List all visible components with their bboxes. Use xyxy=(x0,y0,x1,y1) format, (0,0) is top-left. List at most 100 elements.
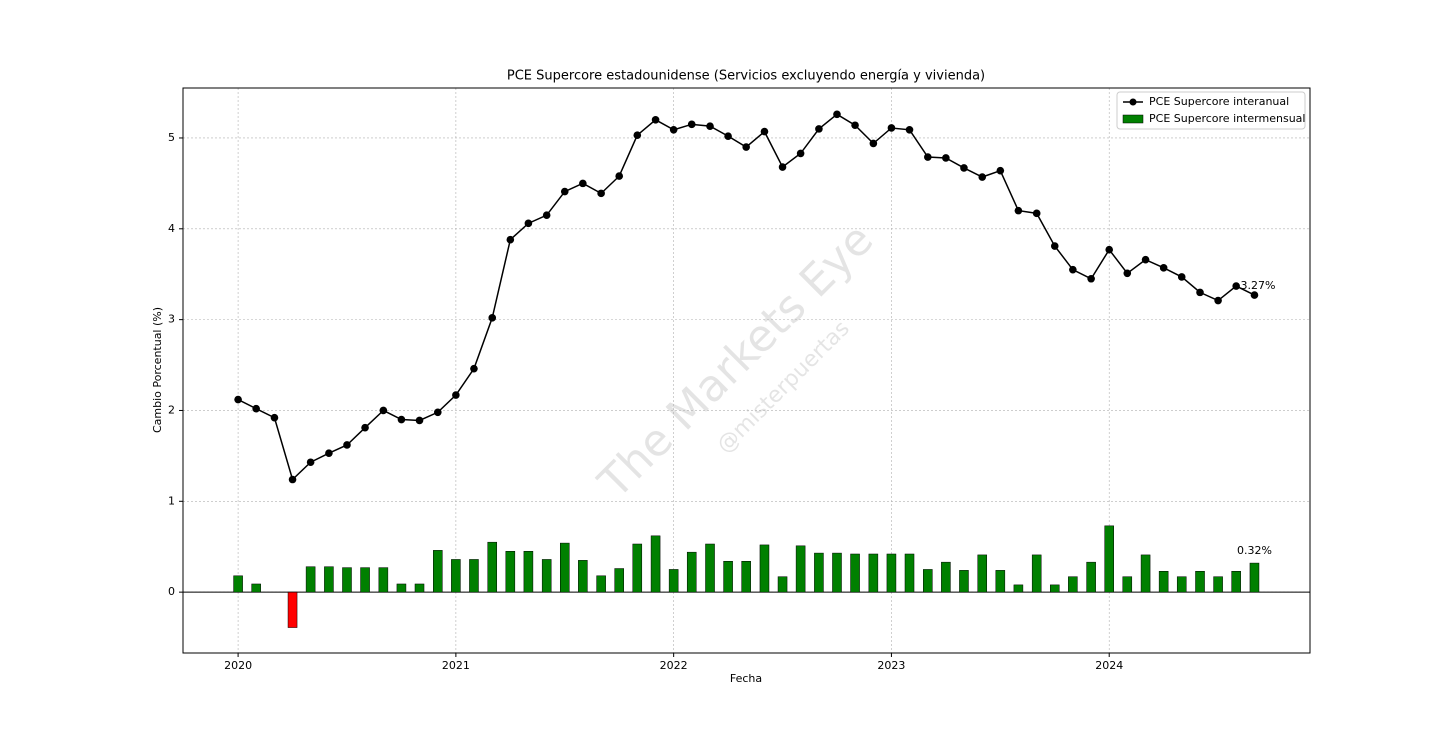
bar xyxy=(1031,554,1042,593)
point xyxy=(325,449,333,457)
point xyxy=(488,314,497,322)
point xyxy=(1141,255,1150,264)
data-label: 3.27% xyxy=(1240,279,1275,292)
point xyxy=(1177,273,1186,281)
bar xyxy=(614,568,624,593)
point xyxy=(724,132,732,140)
point xyxy=(869,139,878,148)
point xyxy=(1014,206,1023,215)
point xyxy=(452,391,460,399)
bar xyxy=(705,543,715,593)
bar xyxy=(686,551,697,593)
point xyxy=(687,120,696,129)
point xyxy=(288,475,297,484)
bar xyxy=(759,544,770,593)
point xyxy=(434,408,442,417)
y-tick-label: 1 xyxy=(168,494,175,507)
bar xyxy=(342,567,352,593)
bar xyxy=(1231,570,1241,593)
point xyxy=(597,189,605,198)
point xyxy=(960,164,968,172)
point xyxy=(651,115,660,124)
point xyxy=(560,187,569,196)
bar xyxy=(541,559,552,593)
bar xyxy=(1176,576,1187,593)
point xyxy=(415,416,424,425)
bar xyxy=(741,561,751,593)
bar xyxy=(923,569,933,593)
point xyxy=(1159,264,1168,272)
bar xyxy=(777,576,788,593)
bar xyxy=(795,545,806,593)
point xyxy=(1087,274,1095,283)
point xyxy=(742,143,750,151)
watermark-text: The Markets Eye xyxy=(588,214,883,509)
bar xyxy=(305,566,316,593)
bar xyxy=(396,583,407,593)
bar xyxy=(1013,584,1024,593)
bar xyxy=(941,561,951,593)
x-tick-label: 2021 xyxy=(442,659,470,672)
bar xyxy=(723,561,733,593)
bar xyxy=(650,535,661,593)
watermark: The Markets Eye@misterpuertas xyxy=(588,214,883,509)
point xyxy=(1050,242,1059,250)
point xyxy=(887,124,896,132)
point xyxy=(796,149,805,158)
point xyxy=(996,166,1005,175)
y-tick-label: 5 xyxy=(168,131,175,144)
bar xyxy=(1104,525,1114,593)
bar xyxy=(1249,562,1260,593)
bar xyxy=(668,569,679,593)
bar xyxy=(414,583,425,593)
x-tick-label: 2023 xyxy=(877,659,905,672)
point xyxy=(669,125,678,134)
point xyxy=(579,179,587,188)
data-label: 0.32% xyxy=(1237,544,1272,557)
bar xyxy=(850,553,860,593)
point xyxy=(633,131,642,140)
point xyxy=(1232,282,1240,290)
point xyxy=(1214,296,1222,305)
point xyxy=(1032,209,1041,218)
bar xyxy=(451,559,461,593)
bar xyxy=(487,541,498,593)
bar xyxy=(1086,561,1096,593)
bar xyxy=(523,551,534,593)
point xyxy=(1196,288,1204,297)
point xyxy=(1069,265,1077,274)
y-tick-label: 4 xyxy=(168,222,175,235)
chart-title: PCE Supercore estadounidense (Servicios … xyxy=(507,69,985,84)
x-tick-label: 2024 xyxy=(1095,659,1123,672)
bar xyxy=(868,553,879,593)
point xyxy=(942,154,950,162)
point xyxy=(815,125,823,133)
point xyxy=(524,219,533,228)
point xyxy=(851,121,859,130)
bar xyxy=(1140,554,1151,593)
bar xyxy=(578,560,588,593)
bar xyxy=(977,554,988,593)
bar xyxy=(596,575,606,593)
legend-label: PCE Supercore intermensual xyxy=(1149,112,1305,125)
bar xyxy=(360,567,370,593)
point xyxy=(706,122,714,130)
point xyxy=(542,211,551,219)
bar xyxy=(287,591,298,628)
point xyxy=(615,172,624,180)
y-tick-label: 3 xyxy=(168,313,175,326)
bar xyxy=(1195,570,1205,593)
bar xyxy=(1213,576,1223,593)
point xyxy=(778,163,787,171)
point xyxy=(1105,245,1114,254)
point xyxy=(306,458,315,467)
y-tick-label: 2 xyxy=(168,403,175,416)
point xyxy=(1250,291,1259,299)
bar xyxy=(251,583,261,593)
point xyxy=(760,127,769,136)
x-axis-label: Fecha xyxy=(730,672,762,685)
point xyxy=(343,441,351,449)
bar xyxy=(632,543,643,593)
